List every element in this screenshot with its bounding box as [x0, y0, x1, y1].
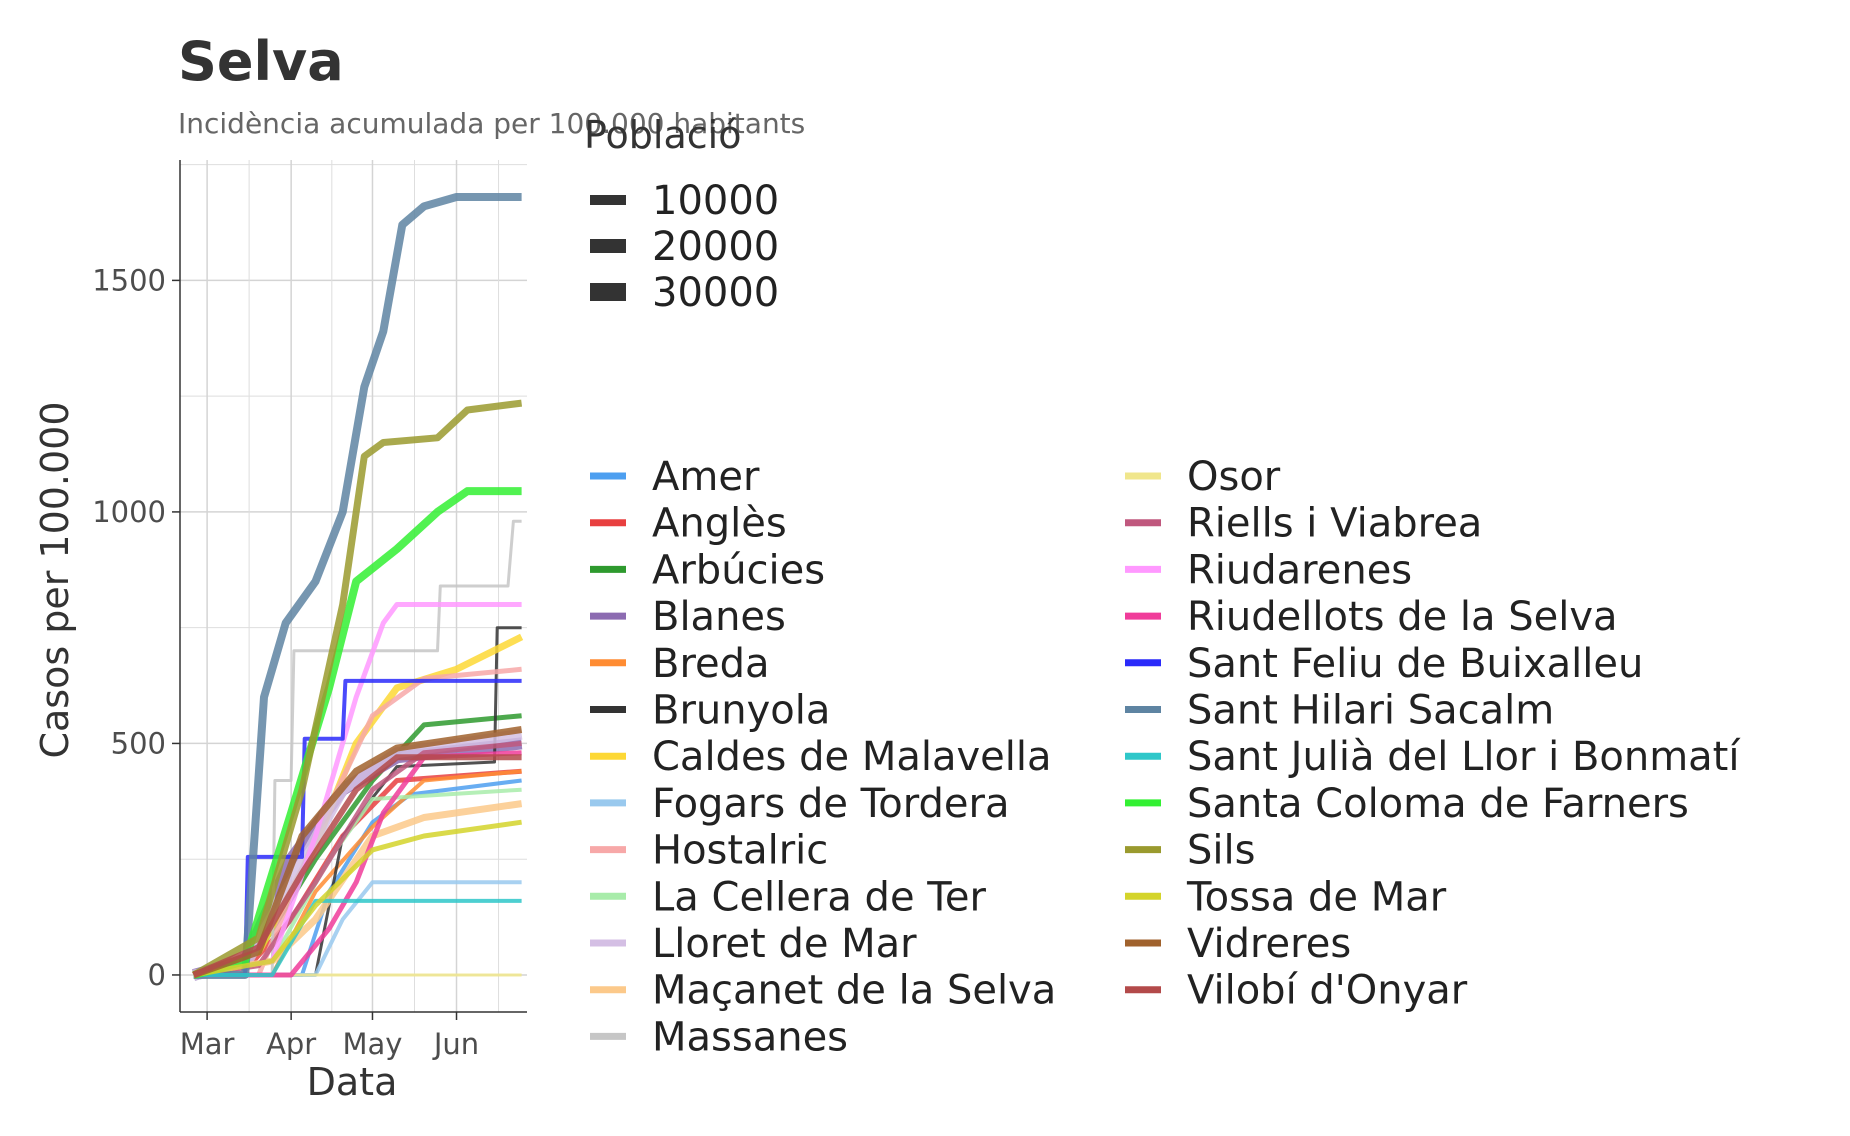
x-tick-label: Mar [180, 1027, 235, 1061]
y-tick-label: 1500 [92, 263, 166, 297]
legend-label-la-cellera-de-ter: La Cellera de Ter [652, 874, 987, 920]
plot-area [191, 193, 524, 981]
axes: 0 500 1000 1500 Mar Apr May Jun [92, 160, 527, 1061]
series-line-tossa-de-mar [193, 819, 522, 978]
chart-subtitle: Incidència acumulada per 100.000 habitan… [178, 107, 805, 140]
series-line-vilobi-d-onyar [192, 754, 522, 978]
legend-label-breda: Breda [652, 641, 770, 687]
legend-label-blanes: Blanes [652, 594, 786, 640]
legend-label-riells-i-viabrea: Riells i Viabrea [1187, 501, 1482, 547]
legend-label-hostalric: Hostalric [652, 828, 828, 874]
x-tick-label: May [342, 1027, 402, 1061]
size-legend-label: 20000 [652, 224, 779, 270]
series-line-sant-hilari-sacalm [193, 193, 522, 979]
size-legend-label: 30000 [652, 270, 779, 316]
legend-label-santa-coloma-de-farners: Santa Coloma de Farners [1187, 781, 1689, 827]
legend-label-angles: Anglès [652, 501, 787, 547]
legend-label-caldes-de-malavella: Caldes de Malavella [652, 734, 1052, 780]
color-legend: AmerAnglèsArbúciesBlanesBredaBrunyolaCal… [590, 454, 1741, 1060]
series-line-sils [191, 399, 523, 979]
legend-label-arbucies: Arbúcies [652, 547, 825, 593]
y-tick-label: 1000 [92, 495, 166, 529]
legend-label-amer: Amer [652, 454, 760, 500]
series-line-santa-coloma-de-farners [192, 487, 522, 979]
size-legend-label: 10000 [652, 178, 779, 224]
x-tick-label: Jun [432, 1027, 479, 1061]
legend-label-sant-hilari-sacalm: Sant Hilari Sacalm [1187, 688, 1554, 734]
y-tick-label: 500 [111, 726, 166, 760]
legend-label-riudarenes: Riudarenes [1187, 547, 1412, 593]
legend-label-riudellots-de-la-selva: Riudellots de la Selva [1187, 594, 1618, 640]
x-tick-label: Apr [266, 1027, 316, 1061]
legend-label-osor: Osor [1187, 454, 1281, 500]
size-legend-title: Població [584, 113, 741, 157]
legend-label-sant-julia-del-llor-i-bonmati: Sant Julià del Llor i Bonmatí [1187, 734, 1741, 780]
legend-label-vilobi-d-onyar: Vilobí d'Onyar [1187, 968, 1468, 1014]
legend-label-lloret-de-mar: Lloret de Mar [652, 921, 917, 967]
legend-label-tossa-de-mar: Tossa de Mar [1186, 874, 1447, 920]
legend-label-fogars-de-tordera: Fogars de Tordera [652, 781, 1009, 827]
series-line-vidreres [192, 726, 523, 979]
legend-label-sant-feliu-de-buixalleu: Sant Feliu de Buixalleu [1187, 641, 1643, 687]
legend-label-vidreres: Vidreres [1187, 921, 1351, 967]
y-tick-label: 0 [148, 958, 166, 992]
grid [180, 160, 527, 1012]
x-axis-label: Data [307, 1060, 398, 1104]
chart-title: Selva [178, 30, 344, 93]
y-axis-label: Casos per 100.000 [33, 401, 77, 758]
legend-label-massanes: Massanes [652, 1014, 848, 1060]
legend-label-macanet-de-la-selva: Maçanet de la Selva [652, 968, 1056, 1014]
legend-label-brunyola: Brunyola [652, 688, 830, 734]
series-line-sant-julia-del-llor-i-bonmati [193, 898, 522, 977]
legend-label-sils: Sils [1187, 828, 1255, 874]
